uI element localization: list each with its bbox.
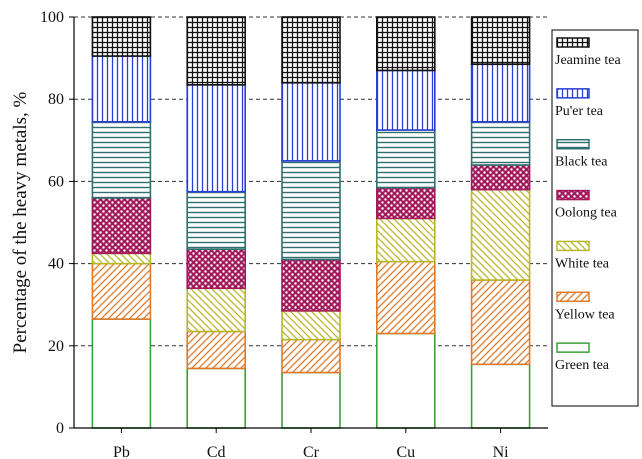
bar-segment-ni-green-tea <box>470 363 531 429</box>
bar-segment-cr-green-tea <box>281 371 341 429</box>
bar-segment-ni-jeamine-tea <box>470 16 531 66</box>
bar-segment-pb-oolong-tea <box>91 197 152 255</box>
bar-segment-cd-black-tea <box>186 190 246 251</box>
bar-segment-cu-oolong-tea <box>375 186 436 220</box>
bar-group-pb <box>91 16 152 429</box>
x-tick-label: Cd <box>207 444 226 459</box>
bar-segment-cr-yellow-tea <box>281 338 341 374</box>
bar-group-ni <box>470 16 531 429</box>
bar-group-cu <box>375 16 436 429</box>
legend-label: Black tea <box>555 155 608 170</box>
legend-swatch <box>556 240 590 252</box>
x-tick-label: Pb <box>113 444 130 459</box>
y-tick-label: 60 <box>48 173 64 190</box>
legend-swatch <box>556 189 590 201</box>
bar-segment-pb-pu-er-tea <box>91 55 152 123</box>
legend-label: Pu'er tea <box>555 104 604 119</box>
bar-segment-cd-green-tea <box>186 367 246 429</box>
bar-segment-ni-oolong-tea <box>470 164 531 191</box>
bar-segment-ni-pu-er-tea <box>470 63 531 123</box>
bar-segment-cu-green-tea <box>375 332 436 429</box>
legend-swatch <box>556 88 590 99</box>
legend-swatch <box>556 138 590 150</box>
bar-segment-cr-jeamine-tea <box>281 16 341 84</box>
x-tick-label: Ni <box>493 444 510 459</box>
legend-label: Green tea <box>555 358 610 373</box>
bar-segment-cu-pu-er-tea <box>375 69 436 131</box>
bars <box>91 16 531 429</box>
bar-segment-pb-black-tea <box>91 121 152 199</box>
legend-swatch <box>556 37 590 48</box>
bar-segment-cr-oolong-tea <box>281 258 341 312</box>
axes: Pb Cd Cr Cu Ni 0 20 40 60 80 100 Percentage of the … <box>10 9 548 459</box>
bar-segment-cu-white-tea <box>375 217 436 263</box>
y-axis-title: Percentage of the heavy metals, % <box>10 91 31 353</box>
y-tick-label: 0 <box>56 420 64 437</box>
y-tick-label: 40 <box>48 256 64 273</box>
bar-segment-pb-jeamine-tea <box>91 16 152 57</box>
bar-segment-pb-green-tea <box>91 318 152 429</box>
bar-segment-cu-yellow-tea <box>375 260 436 335</box>
y-tick-label: 20 <box>48 338 64 355</box>
legend-label: Yellow tea <box>555 307 615 322</box>
legend-label: Jeamine tea <box>555 53 621 68</box>
bar-segment-cr-black-tea <box>281 160 341 261</box>
legend: Jeamine tea Pu'er tea Black tea Oolong tea W… <box>551 29 639 407</box>
bar-segment-cd-pu-er-tea <box>186 84 246 193</box>
legend-label: Oolong tea <box>555 206 618 221</box>
bar-group-cd <box>186 16 246 429</box>
bar-segment-ni-black-tea <box>470 121 531 166</box>
bar-segment-cd-yellow-tea <box>186 330 246 370</box>
legend-swatch <box>556 342 590 353</box>
bar-segment-cu-jeamine-tea <box>375 16 436 72</box>
bar-segment-ni-white-tea <box>470 188 531 281</box>
bar-segment-cd-oolong-tea <box>186 248 246 290</box>
bar-segment-ni-yellow-tea <box>470 279 531 366</box>
bar-segment-cd-white-tea <box>186 287 246 333</box>
bar-group-cr <box>281 16 341 429</box>
legend-swatch <box>556 291 590 303</box>
x-tick-label: Cr <box>303 444 320 459</box>
bar-segment-pb-white-tea <box>91 252 152 265</box>
x-tick-label: Cu <box>396 444 415 459</box>
bar-segment-pb-yellow-tea <box>91 262 152 320</box>
bar-segment-cu-black-tea <box>375 129 436 189</box>
bar-segment-cd-jeamine-tea <box>186 16 246 86</box>
bar-segment-cr-white-tea <box>281 310 341 341</box>
y-tick-label: 80 <box>48 91 64 108</box>
legend-label: White tea <box>555 256 610 271</box>
y-tick-label: 100 <box>40 9 64 26</box>
gridlines <box>74 16 548 347</box>
bar-segment-cr-pu-er-tea <box>281 81 341 162</box>
